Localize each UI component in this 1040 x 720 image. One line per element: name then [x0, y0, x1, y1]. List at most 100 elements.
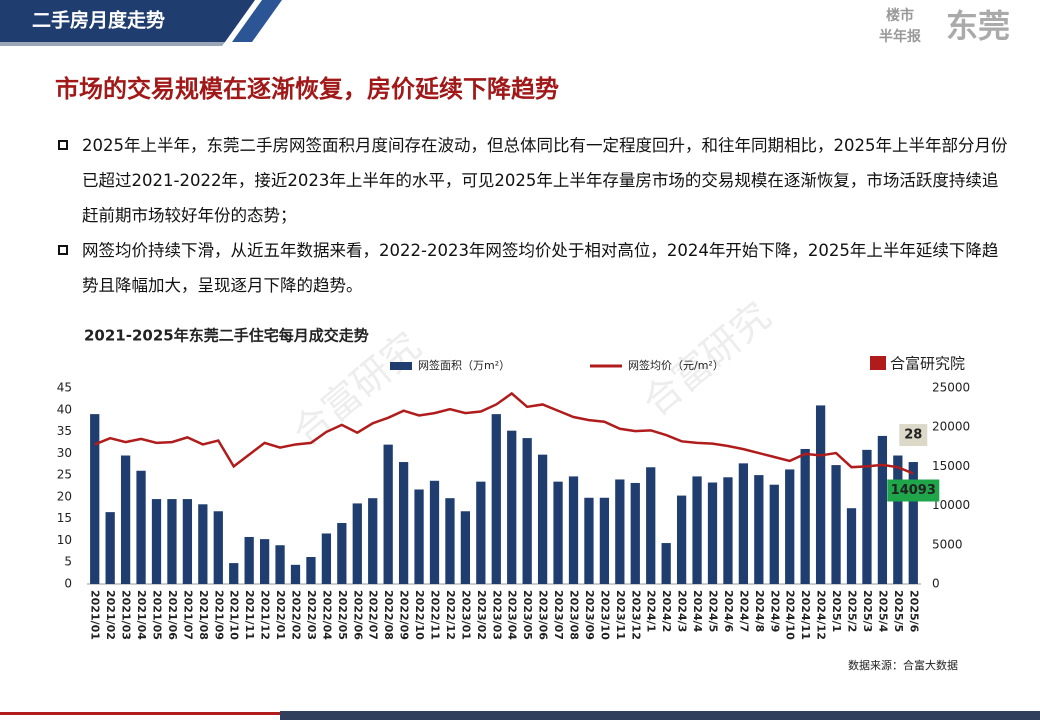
bar	[352, 503, 362, 584]
x-tick-label: 2024/8	[753, 590, 766, 632]
bar	[120, 455, 131, 584]
y2-tick-label: 10000	[932, 498, 970, 512]
x-tick-label: 2022/12	[444, 590, 457, 640]
legend-label: 网签均价（元/m²）	[628, 358, 724, 372]
bar	[568, 476, 579, 584]
x-tick-label: 2022/01	[274, 590, 287, 640]
bar	[491, 414, 501, 584]
bar	[831, 465, 841, 584]
y-tick-label: 40	[57, 402, 72, 416]
bar	[476, 481, 486, 584]
x-tick-label: 2022/02	[290, 590, 303, 640]
x-tick-label: 2022/11	[429, 590, 442, 640]
y-tick-label: 0	[64, 577, 72, 591]
y2-tick-label: 15000	[932, 459, 970, 473]
logo-icon	[870, 356, 886, 370]
bar	[661, 543, 671, 584]
bar	[630, 482, 640, 584]
bar	[90, 414, 100, 584]
bar	[167, 499, 177, 584]
x-tick-label: 2021/11	[243, 590, 256, 640]
x-tick-label: 2021/02	[104, 590, 117, 640]
bar	[198, 504, 208, 584]
header-band	[0, 0, 255, 42]
y2-tick-label: 0	[932, 577, 940, 591]
bar	[383, 444, 393, 584]
bar	[769, 484, 779, 584]
bar	[522, 438, 532, 584]
bar	[244, 536, 254, 584]
x-tick-label: 2021/10	[228, 590, 241, 640]
x-tick-label: 2023/08	[568, 590, 581, 640]
y-tick-label: 10	[57, 533, 72, 547]
bar	[398, 462, 409, 584]
bar	[553, 481, 563, 584]
x-tick-label: 2024/3	[676, 590, 689, 632]
bar	[877, 435, 888, 584]
bar	[429, 480, 440, 584]
footer-band	[280, 711, 1040, 720]
bar	[507, 430, 517, 584]
x-tick-label: 2023/07	[552, 590, 565, 640]
y-tick-label: 30	[57, 446, 72, 460]
bar	[707, 482, 718, 584]
x-tick-label: 2025/5	[892, 590, 905, 632]
data-label: 28	[904, 428, 922, 443]
x-tick-label: 2024/7	[737, 590, 750, 632]
bar	[893, 455, 903, 584]
y-tick-label: 25	[57, 468, 72, 482]
x-tick-label: 2024/12	[815, 590, 828, 640]
bar	[723, 477, 733, 584]
bar	[105, 512, 115, 584]
bar	[213, 511, 223, 584]
x-tick-label: 2021/12	[259, 590, 272, 640]
line	[94, 391, 914, 475]
bar	[136, 470, 146, 584]
x-tick-label: 2023/06	[537, 590, 550, 640]
x-tick-label: 2023/02	[475, 590, 488, 640]
logo: 合富研究院	[890, 355, 965, 373]
legend-swatch	[390, 362, 412, 370]
y-tick-label: 20	[57, 489, 72, 503]
x-tick-label: 2022/10	[413, 590, 426, 640]
bar	[692, 476, 702, 584]
x-tick-label: 2021/06	[166, 590, 179, 640]
y2-tick-label: 25000	[932, 381, 970, 395]
bar	[676, 495, 687, 584]
bar	[785, 469, 795, 584]
x-tick-label: 2021/03	[120, 590, 133, 640]
brand-city: 东莞	[946, 7, 1010, 45]
x-tick-label: 2023/10	[598, 590, 611, 640]
x-tick-label: 2023/11	[614, 590, 627, 640]
legend-label: 网签面积（万m²）	[418, 358, 510, 372]
headline: 市场的交易规模在逐渐恢复，房价延续下降趋势	[55, 75, 559, 103]
brand: 楼市	[886, 7, 914, 24]
x-tick-label: 2024/11	[799, 590, 812, 640]
x-tick-label: 2022/05	[336, 590, 349, 640]
x-tick-label: 2021/01	[89, 590, 102, 640]
bar	[368, 498, 378, 584]
data-label-box	[899, 424, 928, 447]
x-tick-label: 2022/08	[382, 590, 395, 640]
bar	[414, 489, 424, 584]
y-tick-label: 15	[57, 511, 72, 525]
x-tick-label: 2023/01	[459, 590, 472, 640]
x-tick-label: 2021/09	[212, 590, 225, 640]
x-tick-label: 2022/06	[351, 590, 364, 640]
bar	[182, 499, 193, 584]
y-tick-label: 35	[57, 424, 72, 438]
x-tick-label: 2021/05	[151, 590, 164, 640]
bar	[815, 405, 826, 584]
bullet-text: 2025年上半年，东莞二手房网签面积月度间存在波动，但总体同比有一定程度回升，和…	[82, 136, 1008, 225]
x-tick-label: 2021/07	[181, 590, 194, 640]
x-tick-label: 2021/08	[197, 590, 210, 640]
data-label: 14093	[891, 483, 936, 498]
bullet-text: 网签均价持续下滑，从近五年数据来看，2022-2023年网签均价处于相对高位，2…	[82, 241, 999, 295]
x-tick-label: 2021/04	[135, 590, 148, 640]
source: 数据来源：合富大数据	[848, 658, 958, 672]
header-stripe	[232, 0, 282, 42]
x-tick-label: 2023/09	[583, 590, 596, 640]
section-title: 二手房月度走势	[32, 9, 165, 32]
y2-tick-label: 20000	[932, 420, 970, 434]
